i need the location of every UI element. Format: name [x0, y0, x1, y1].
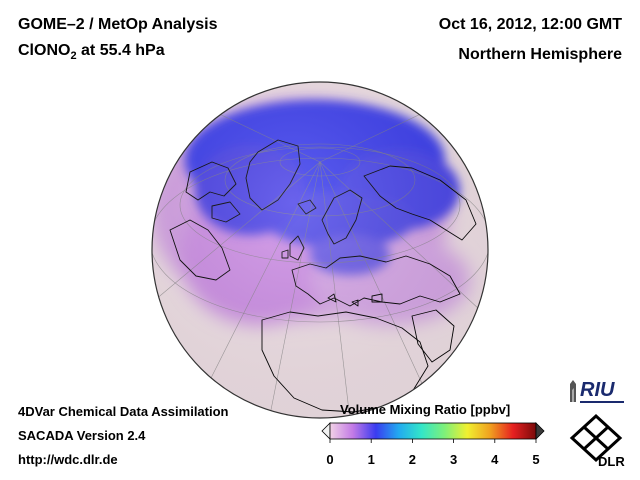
colorbar-right-arrow	[535, 422, 545, 440]
dlr-text: DLR	[598, 454, 625, 468]
footer-url[interactable]: http://wdc.dlr.de	[18, 452, 118, 467]
dlr-logo: DLR	[569, 413, 625, 468]
riu-logo: RIU	[570, 379, 624, 403]
species-name: ClONO	[18, 42, 71, 59]
globe-outline	[151, 81, 489, 419]
colorbar-tick-label: 3	[450, 452, 457, 467]
colorbar-title: Volume Mixing Ratio [ppbv]	[340, 402, 511, 417]
title-datetime: Oct 16, 2012, 12:00 GMT	[438, 16, 622, 33]
species-subscript: 2	[70, 50, 77, 63]
colorbar-left-arrow	[321, 422, 331, 440]
colorbar-tick-label: 5	[532, 452, 539, 467]
riu-text: RIU	[580, 379, 615, 401]
colorbar-scale	[329, 422, 537, 440]
footer-method: 4DVar Chemical Data Assimilation	[18, 404, 229, 419]
colorbar-tick-label: 0	[326, 452, 333, 467]
footer-version: SACADA Version 2.4	[18, 428, 146, 443]
colorbar-tick-label: 2	[409, 452, 416, 467]
colorbar-tick-label: 4	[491, 452, 499, 467]
species-level: at 55.4 hPa	[76, 42, 165, 59]
colorbar-tick-label: 1	[368, 452, 375, 467]
title-instrument: GOME–2 / MetOp Analysis	[18, 16, 218, 33]
title-region: Northern Hemisphere	[458, 46, 622, 63]
colorbar: 0 1 2 3 4 5	[321, 422, 545, 467]
title-species: ClONO2 at 55.4 hPa	[18, 42, 165, 62]
globe-map	[151, 81, 489, 419]
